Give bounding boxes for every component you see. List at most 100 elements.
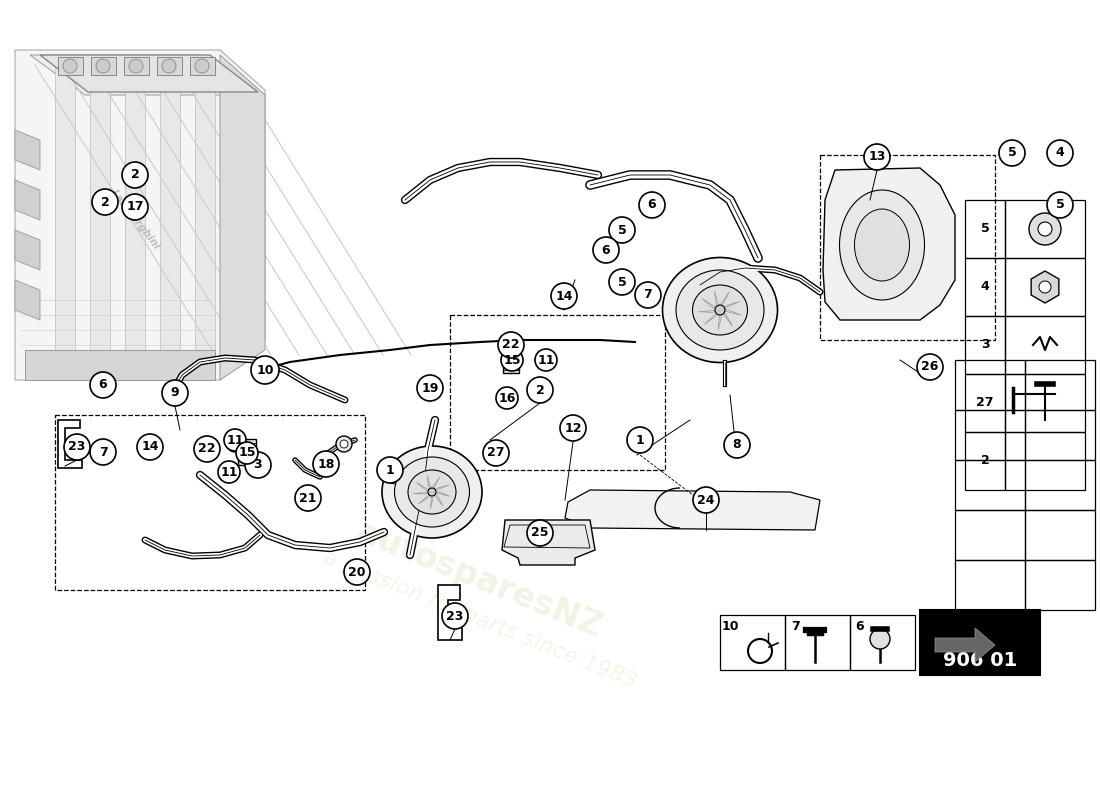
Bar — [1005, 258, 1085, 316]
Text: 5: 5 — [617, 223, 626, 237]
Circle shape — [122, 194, 149, 220]
Polygon shape — [417, 482, 432, 492]
Polygon shape — [702, 298, 721, 310]
Text: 27: 27 — [487, 446, 505, 459]
Text: a passion for parts since 1983: a passion for parts since 1983 — [320, 548, 640, 692]
Circle shape — [122, 162, 149, 188]
Circle shape — [218, 461, 240, 483]
Text: 11: 11 — [537, 354, 554, 366]
Circle shape — [377, 457, 403, 483]
Text: 2: 2 — [980, 454, 989, 467]
Polygon shape — [414, 492, 432, 494]
Bar — [955, 560, 1025, 610]
Polygon shape — [157, 57, 182, 75]
Circle shape — [1028, 213, 1062, 245]
Polygon shape — [432, 492, 450, 496]
Polygon shape — [432, 492, 443, 506]
Circle shape — [724, 432, 750, 458]
Polygon shape — [565, 490, 820, 530]
Polygon shape — [432, 485, 449, 492]
Circle shape — [194, 436, 220, 462]
Polygon shape — [15, 230, 40, 270]
Circle shape — [535, 349, 557, 371]
Text: 25: 25 — [531, 526, 549, 539]
Text: 22: 22 — [198, 442, 216, 455]
Polygon shape — [160, 60, 180, 360]
Ellipse shape — [382, 446, 482, 538]
Text: 1: 1 — [636, 434, 645, 446]
Circle shape — [428, 488, 436, 496]
Polygon shape — [195, 60, 214, 360]
Polygon shape — [15, 280, 40, 320]
Polygon shape — [15, 180, 40, 220]
Circle shape — [498, 332, 524, 358]
Circle shape — [593, 237, 619, 263]
Circle shape — [251, 356, 279, 384]
Polygon shape — [502, 520, 595, 565]
Polygon shape — [15, 50, 265, 380]
Circle shape — [336, 436, 352, 452]
Bar — [1025, 410, 1094, 460]
Circle shape — [527, 520, 553, 546]
Bar — [820, 155, 996, 340]
Text: 15: 15 — [504, 354, 520, 366]
Text: 12: 12 — [564, 422, 582, 434]
Polygon shape — [91, 57, 116, 75]
Bar — [25, 350, 215, 380]
Text: 11: 11 — [227, 434, 244, 446]
Circle shape — [483, 440, 509, 466]
Text: 18: 18 — [317, 458, 334, 470]
Circle shape — [314, 451, 339, 477]
Polygon shape — [55, 60, 75, 360]
Circle shape — [496, 387, 518, 409]
Text: 7: 7 — [644, 289, 652, 302]
Circle shape — [560, 415, 586, 441]
Text: 4: 4 — [1056, 146, 1065, 159]
Circle shape — [162, 380, 188, 406]
Text: 3: 3 — [254, 458, 262, 471]
Text: 19: 19 — [421, 382, 439, 394]
Bar — [1025, 460, 1094, 510]
Circle shape — [693, 487, 719, 513]
Text: 21: 21 — [299, 491, 317, 505]
Ellipse shape — [408, 470, 456, 514]
Circle shape — [527, 377, 553, 403]
Bar — [1005, 316, 1085, 374]
Polygon shape — [718, 310, 722, 330]
Circle shape — [295, 485, 321, 511]
Bar — [955, 510, 1025, 560]
Text: 24: 24 — [697, 494, 715, 506]
Circle shape — [870, 629, 890, 649]
Text: 1: 1 — [386, 463, 395, 477]
Circle shape — [64, 434, 90, 460]
Polygon shape — [90, 60, 110, 360]
Circle shape — [96, 59, 110, 73]
Bar — [965, 432, 1005, 490]
Circle shape — [500, 349, 522, 371]
Text: 2: 2 — [131, 169, 140, 182]
Bar — [720, 615, 785, 670]
Polygon shape — [704, 310, 720, 324]
Bar — [955, 460, 1025, 510]
Circle shape — [344, 559, 370, 585]
Bar — [450, 315, 666, 470]
Polygon shape — [124, 57, 148, 75]
Text: 3: 3 — [981, 338, 989, 351]
Circle shape — [340, 440, 348, 448]
Ellipse shape — [662, 258, 778, 362]
Circle shape — [627, 427, 653, 453]
Polygon shape — [698, 310, 720, 312]
Polygon shape — [430, 492, 433, 509]
Text: 5: 5 — [1008, 146, 1016, 159]
Ellipse shape — [693, 285, 748, 335]
Text: 15: 15 — [239, 446, 255, 459]
Text: 10: 10 — [256, 363, 274, 377]
Text: 5: 5 — [980, 222, 989, 235]
Polygon shape — [714, 290, 720, 310]
Circle shape — [224, 429, 246, 451]
Polygon shape — [720, 292, 729, 310]
Bar — [1025, 560, 1094, 610]
Circle shape — [90, 439, 116, 465]
Ellipse shape — [839, 190, 924, 300]
Polygon shape — [823, 168, 955, 320]
